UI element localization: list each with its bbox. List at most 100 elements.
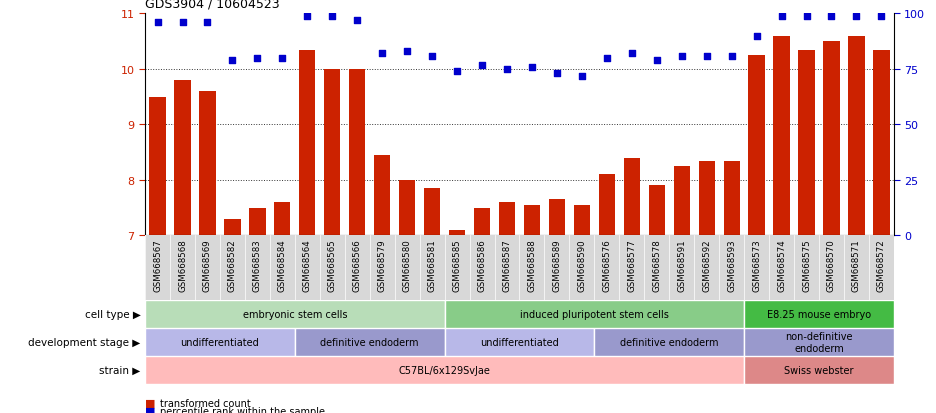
- Point: [524, 64, 539, 71]
- Text: induced pluripotent stem cells: induced pluripotent stem cells: [519, 309, 669, 319]
- Text: GSM668576: GSM668576: [603, 239, 611, 292]
- Text: GSM668581: GSM668581: [428, 239, 436, 292]
- Point: [400, 49, 415, 55]
- Text: ■: ■: [145, 406, 155, 413]
- Bar: [623, 158, 640, 236]
- Point: [874, 13, 889, 20]
- Text: GSM668571: GSM668571: [852, 239, 861, 292]
- Point: [575, 73, 590, 80]
- Text: GSM668570: GSM668570: [827, 239, 836, 292]
- Text: embryonic stem cells: embryonic stem cells: [242, 309, 347, 319]
- Point: [599, 55, 614, 62]
- Text: GSM668586: GSM668586: [477, 239, 487, 292]
- Bar: [674, 167, 690, 236]
- Point: [325, 13, 340, 20]
- Text: Swiss webster: Swiss webster: [784, 365, 854, 375]
- Text: GSM668577: GSM668577: [627, 239, 636, 292]
- Point: [799, 13, 814, 20]
- Text: GSM668582: GSM668582: [228, 239, 237, 292]
- Text: GSM668583: GSM668583: [253, 239, 262, 292]
- Point: [849, 13, 864, 20]
- Text: GSM668566: GSM668566: [353, 239, 361, 292]
- Bar: [873, 50, 889, 236]
- Text: GSM668587: GSM668587: [503, 239, 511, 292]
- Bar: [225, 219, 241, 236]
- Bar: [773, 37, 790, 236]
- Bar: [324, 70, 341, 236]
- Text: GSM668568: GSM668568: [178, 239, 187, 292]
- Text: strain ▶: strain ▶: [99, 365, 140, 375]
- Text: undifferentiated: undifferentiated: [181, 337, 259, 347]
- Text: GSM668585: GSM668585: [453, 239, 461, 292]
- Point: [250, 55, 265, 62]
- Bar: [599, 175, 615, 236]
- Text: GSM668565: GSM668565: [328, 239, 337, 292]
- Text: GSM668572: GSM668572: [877, 239, 885, 292]
- Text: GSM668579: GSM668579: [378, 239, 387, 292]
- Point: [749, 33, 764, 40]
- Point: [374, 51, 389, 57]
- Text: GSM668589: GSM668589: [552, 239, 562, 292]
- Bar: [798, 50, 814, 236]
- Bar: [749, 56, 765, 236]
- Bar: [399, 180, 416, 236]
- Point: [300, 13, 314, 20]
- Point: [549, 71, 564, 78]
- Point: [624, 51, 639, 57]
- Text: definitive endoderm: definitive endoderm: [320, 337, 419, 347]
- Text: GSM668593: GSM668593: [727, 239, 736, 292]
- Point: [449, 69, 464, 75]
- Bar: [295, 328, 445, 356]
- Bar: [499, 203, 515, 236]
- Text: E8.25 mouse embryo: E8.25 mouse embryo: [767, 309, 871, 319]
- Text: GDS3904 / 10604523: GDS3904 / 10604523: [145, 0, 280, 10]
- Bar: [744, 328, 894, 356]
- Bar: [744, 300, 894, 328]
- Text: GSM668590: GSM668590: [578, 239, 586, 292]
- Point: [650, 58, 665, 64]
- Bar: [150, 97, 166, 236]
- Text: GSM668573: GSM668573: [753, 239, 761, 292]
- Bar: [145, 300, 445, 328]
- Text: cell type ▶: cell type ▶: [84, 309, 140, 319]
- Bar: [174, 81, 191, 236]
- Text: C57BL/6x129SvJae: C57BL/6x129SvJae: [399, 365, 490, 375]
- Bar: [300, 50, 315, 236]
- Text: GSM668592: GSM668592: [702, 239, 711, 292]
- Bar: [649, 186, 665, 236]
- Bar: [145, 328, 295, 356]
- Bar: [474, 208, 490, 236]
- Bar: [449, 230, 465, 236]
- Point: [724, 53, 739, 60]
- Text: GSM668588: GSM668588: [528, 239, 536, 292]
- Text: definitive endoderm: definitive endoderm: [620, 337, 719, 347]
- Bar: [249, 208, 266, 236]
- Point: [150, 20, 165, 26]
- Text: GSM668584: GSM668584: [278, 239, 286, 292]
- Bar: [424, 189, 440, 236]
- Text: GSM668578: GSM668578: [652, 239, 661, 292]
- Text: GSM668567: GSM668567: [154, 239, 162, 292]
- Bar: [524, 205, 540, 236]
- Text: development stage ▶: development stage ▶: [28, 337, 140, 347]
- Text: GSM668564: GSM668564: [303, 239, 312, 292]
- Bar: [574, 205, 590, 236]
- Point: [824, 13, 839, 20]
- Text: GSM668569: GSM668569: [203, 239, 212, 292]
- Point: [699, 53, 714, 60]
- Text: GSM668575: GSM668575: [802, 239, 811, 292]
- Text: transformed count: transformed count: [160, 398, 251, 408]
- Point: [275, 55, 290, 62]
- Point: [200, 20, 215, 26]
- Point: [350, 18, 365, 24]
- Bar: [445, 300, 744, 328]
- Point: [674, 53, 689, 60]
- Bar: [594, 328, 744, 356]
- Text: GSM668580: GSM668580: [402, 239, 412, 292]
- Bar: [744, 356, 894, 384]
- Text: percentile rank within the sample: percentile rank within the sample: [160, 406, 325, 413]
- Text: non-definitive
endoderm: non-definitive endoderm: [785, 331, 853, 353]
- Point: [175, 20, 190, 26]
- Bar: [374, 156, 390, 236]
- Point: [774, 13, 789, 20]
